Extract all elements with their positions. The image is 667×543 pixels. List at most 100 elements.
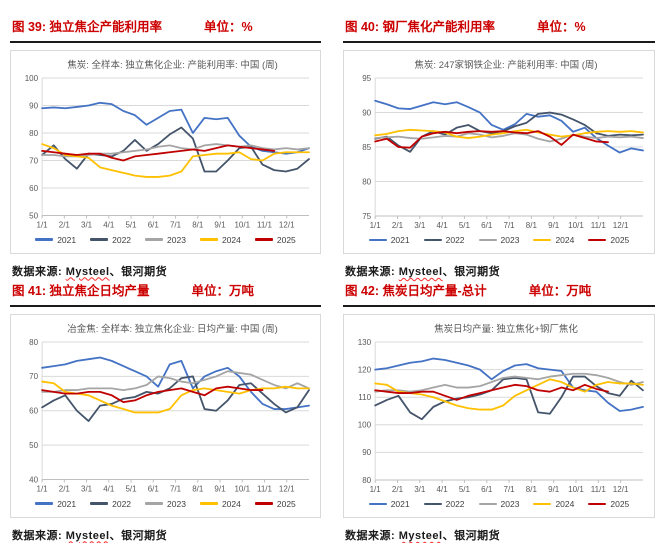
source-suffix: 、银河期货 bbox=[442, 530, 501, 543]
line-chart: 50 60 70 80 90 100 1/1 2/1 3/1 4/1 5/1 6/1 7/1 8/1 9/1… bbox=[25, 74, 310, 230]
legend-label: 2021 bbox=[390, 499, 410, 510]
legend-label: 2021 bbox=[57, 498, 77, 509]
svg-text:80: 80 bbox=[29, 338, 38, 347]
figure-title: 图 39: 独立焦企产能利用率 bbox=[12, 20, 163, 34]
legend-item-2024: 2024 bbox=[533, 499, 574, 509]
legend-label: 2022 bbox=[445, 235, 465, 246]
svg-text:10/1: 10/1 bbox=[234, 485, 250, 494]
legend-item-2022: 2022 bbox=[423, 235, 465, 246]
svg-text:6/1: 6/1 bbox=[148, 221, 160, 230]
chart-panel: 冶金焦: 全样本: 独立焦化企业: 日均产量: 中国 (周) 40 50 60 70 8… bbox=[10, 314, 321, 518]
legend-item-2024: 2024 bbox=[199, 235, 241, 245]
svg-text:10/1: 10/1 bbox=[234, 221, 250, 230]
svg-text:7/1: 7/1 bbox=[170, 485, 182, 494]
chart-subtitle: 焦炭: 247家钢铁企业: 产能利用率: 中国 (周) bbox=[414, 60, 598, 71]
legend-item-2021: 2021 bbox=[35, 499, 76, 509]
svg-text:6/1: 6/1 bbox=[481, 485, 493, 494]
legend-label: 2023 bbox=[500, 499, 520, 510]
svg-text:110: 110 bbox=[358, 393, 371, 402]
svg-text:10/1: 10/1 bbox=[568, 221, 584, 230]
legend-label: 2021 bbox=[57, 234, 77, 245]
svg-text:11/1: 11/1 bbox=[591, 221, 607, 230]
legend-label: 2023 bbox=[167, 234, 186, 245]
legend-label: 2025 bbox=[610, 499, 630, 510]
source-prefix: 数据来源: bbox=[345, 530, 399, 543]
source-prefix: 数据来源: bbox=[345, 266, 399, 279]
svg-text:40: 40 bbox=[29, 475, 38, 484]
source-mysteel: Mysteel bbox=[398, 266, 443, 279]
svg-text:5/1: 5/1 bbox=[459, 485, 471, 494]
chart-legend: 2021 2022 2023 2024 2025 bbox=[15, 232, 316, 249]
legend-label: 2025 bbox=[276, 234, 296, 245]
svg-text:7/1: 7/1 bbox=[170, 221, 182, 230]
chart-legend: 2021 2022 2023 2024 2025 bbox=[348, 496, 650, 513]
source-prefix: 数据来源: bbox=[12, 529, 66, 542]
legend-swatch-2022 bbox=[90, 238, 109, 241]
data-source: 数据来源: Mysteel、银河期货 bbox=[343, 254, 655, 279]
legend-swatch-2022 bbox=[423, 238, 442, 242]
svg-text:12/1: 12/1 bbox=[279, 485, 295, 494]
source-mysteel: Mysteel bbox=[398, 530, 443, 543]
svg-text:3/1: 3/1 bbox=[414, 221, 426, 230]
legend-label: 2024 bbox=[221, 498, 241, 509]
legend-swatch-2024 bbox=[199, 502, 218, 505]
legend-item-2024: 2024 bbox=[199, 498, 241, 509]
svg-text:2/1: 2/1 bbox=[392, 485, 404, 494]
source-mysteel: Mysteel bbox=[65, 265, 110, 278]
legend-item-2025: 2025 bbox=[588, 235, 629, 245]
svg-text:12/1: 12/1 bbox=[613, 221, 629, 230]
legend-label: 2024 bbox=[555, 235, 575, 246]
data-source: 数据来源: Mysteel、银河期货 bbox=[10, 518, 321, 543]
legend-item-2022: 2022 bbox=[90, 499, 131, 509]
svg-text:1/1: 1/1 bbox=[370, 221, 382, 230]
chart-subtitle: 焦炭日均产量: 独立焦化+钢厂焦化 bbox=[434, 324, 578, 335]
legend-item-2023: 2023 bbox=[478, 235, 520, 246]
line-chart: 80 90 100 110 120 130 1/1 2/1 3/1 4/1 5/1 6/1 7/1 8/1… bbox=[358, 338, 644, 494]
svg-text:50: 50 bbox=[29, 441, 38, 450]
chart-subtitle: 焦炭: 全样本: 独立焦化企业: 产能利用率: 中国 (周) bbox=[67, 60, 278, 71]
svg-text:4/1: 4/1 bbox=[103, 221, 115, 230]
svg-text:5/1: 5/1 bbox=[459, 221, 471, 230]
svg-text:3/1: 3/1 bbox=[81, 221, 93, 230]
legend-swatch-2023 bbox=[478, 238, 497, 242]
svg-text:11/1: 11/1 bbox=[591, 485, 607, 494]
legend-label: 2024 bbox=[555, 499, 575, 510]
line-chart: 40 50 60 70 80 1/1 2/1 3/1 4/1 5/1 6/1 7/1 8/1 9/1 10/… bbox=[29, 338, 310, 494]
legend-item-2025: 2025 bbox=[254, 499, 296, 509]
figure-39: 图 39: 独立焦企产能利用率 单位：% 焦炭: 全样本: 独立焦化企业: 产能… bbox=[0, 0, 333, 278]
legend-swatch-2024 bbox=[533, 502, 552, 506]
svg-text:4/1: 4/1 bbox=[437, 221, 449, 230]
legend-label: 2025 bbox=[610, 235, 630, 246]
figure-40-header: 图 40: 钢厂焦化产能利用率 单位：% bbox=[343, 16, 655, 43]
figure-39-header: 图 39: 独立焦企产能利用率 单位：% bbox=[10, 16, 321, 43]
svg-text:50: 50 bbox=[29, 211, 38, 220]
figure-unit: 单位：万吨 bbox=[191, 284, 255, 298]
legend-label: 2023 bbox=[500, 235, 520, 246]
figure-41-header: 图 41: 独立焦企日均产量 单位：万吨 bbox=[10, 280, 321, 307]
legend-label: 2023 bbox=[167, 498, 186, 509]
legend-item-2022: 2022 bbox=[423, 499, 465, 509]
svg-text:8/1: 8/1 bbox=[526, 221, 538, 230]
figure-title: 图 41: 独立焦企日均产量 bbox=[12, 284, 150, 298]
svg-text:5/1: 5/1 bbox=[125, 221, 137, 230]
source-suffix: 、银河期货 bbox=[109, 529, 168, 542]
svg-text:70: 70 bbox=[29, 372, 38, 381]
source-suffix: 、银河期货 bbox=[442, 266, 501, 279]
svg-text:60: 60 bbox=[29, 407, 38, 416]
legend-swatch-2025 bbox=[254, 238, 273, 241]
chart-panel: 焦炭: 247家钢铁企业: 产能利用率: 中国 (周) 75 80 85 90 95 1/… bbox=[343, 50, 655, 255]
legend-item-2021: 2021 bbox=[35, 235, 76, 245]
figure-40: 图 40: 钢厂焦化产能利用率 单位：% 焦炭: 247家钢铁企业: 产能利用率… bbox=[333, 0, 667, 278]
legend-swatch-2021 bbox=[35, 238, 54, 241]
source-suffix: 、银河期货 bbox=[109, 265, 168, 278]
svg-text:8/1: 8/1 bbox=[192, 485, 204, 494]
source-prefix: 数据来源: bbox=[12, 265, 66, 278]
legend-swatch-2022 bbox=[423, 502, 442, 506]
svg-text:1/1: 1/1 bbox=[37, 485, 49, 494]
svg-text:8/1: 8/1 bbox=[192, 221, 204, 230]
svg-text:4/1: 4/1 bbox=[103, 485, 115, 494]
svg-text:100: 100 bbox=[25, 74, 39, 83]
legend-swatch-2024 bbox=[199, 238, 218, 241]
svg-text:100: 100 bbox=[358, 421, 372, 430]
svg-text:6/1: 6/1 bbox=[148, 485, 160, 494]
